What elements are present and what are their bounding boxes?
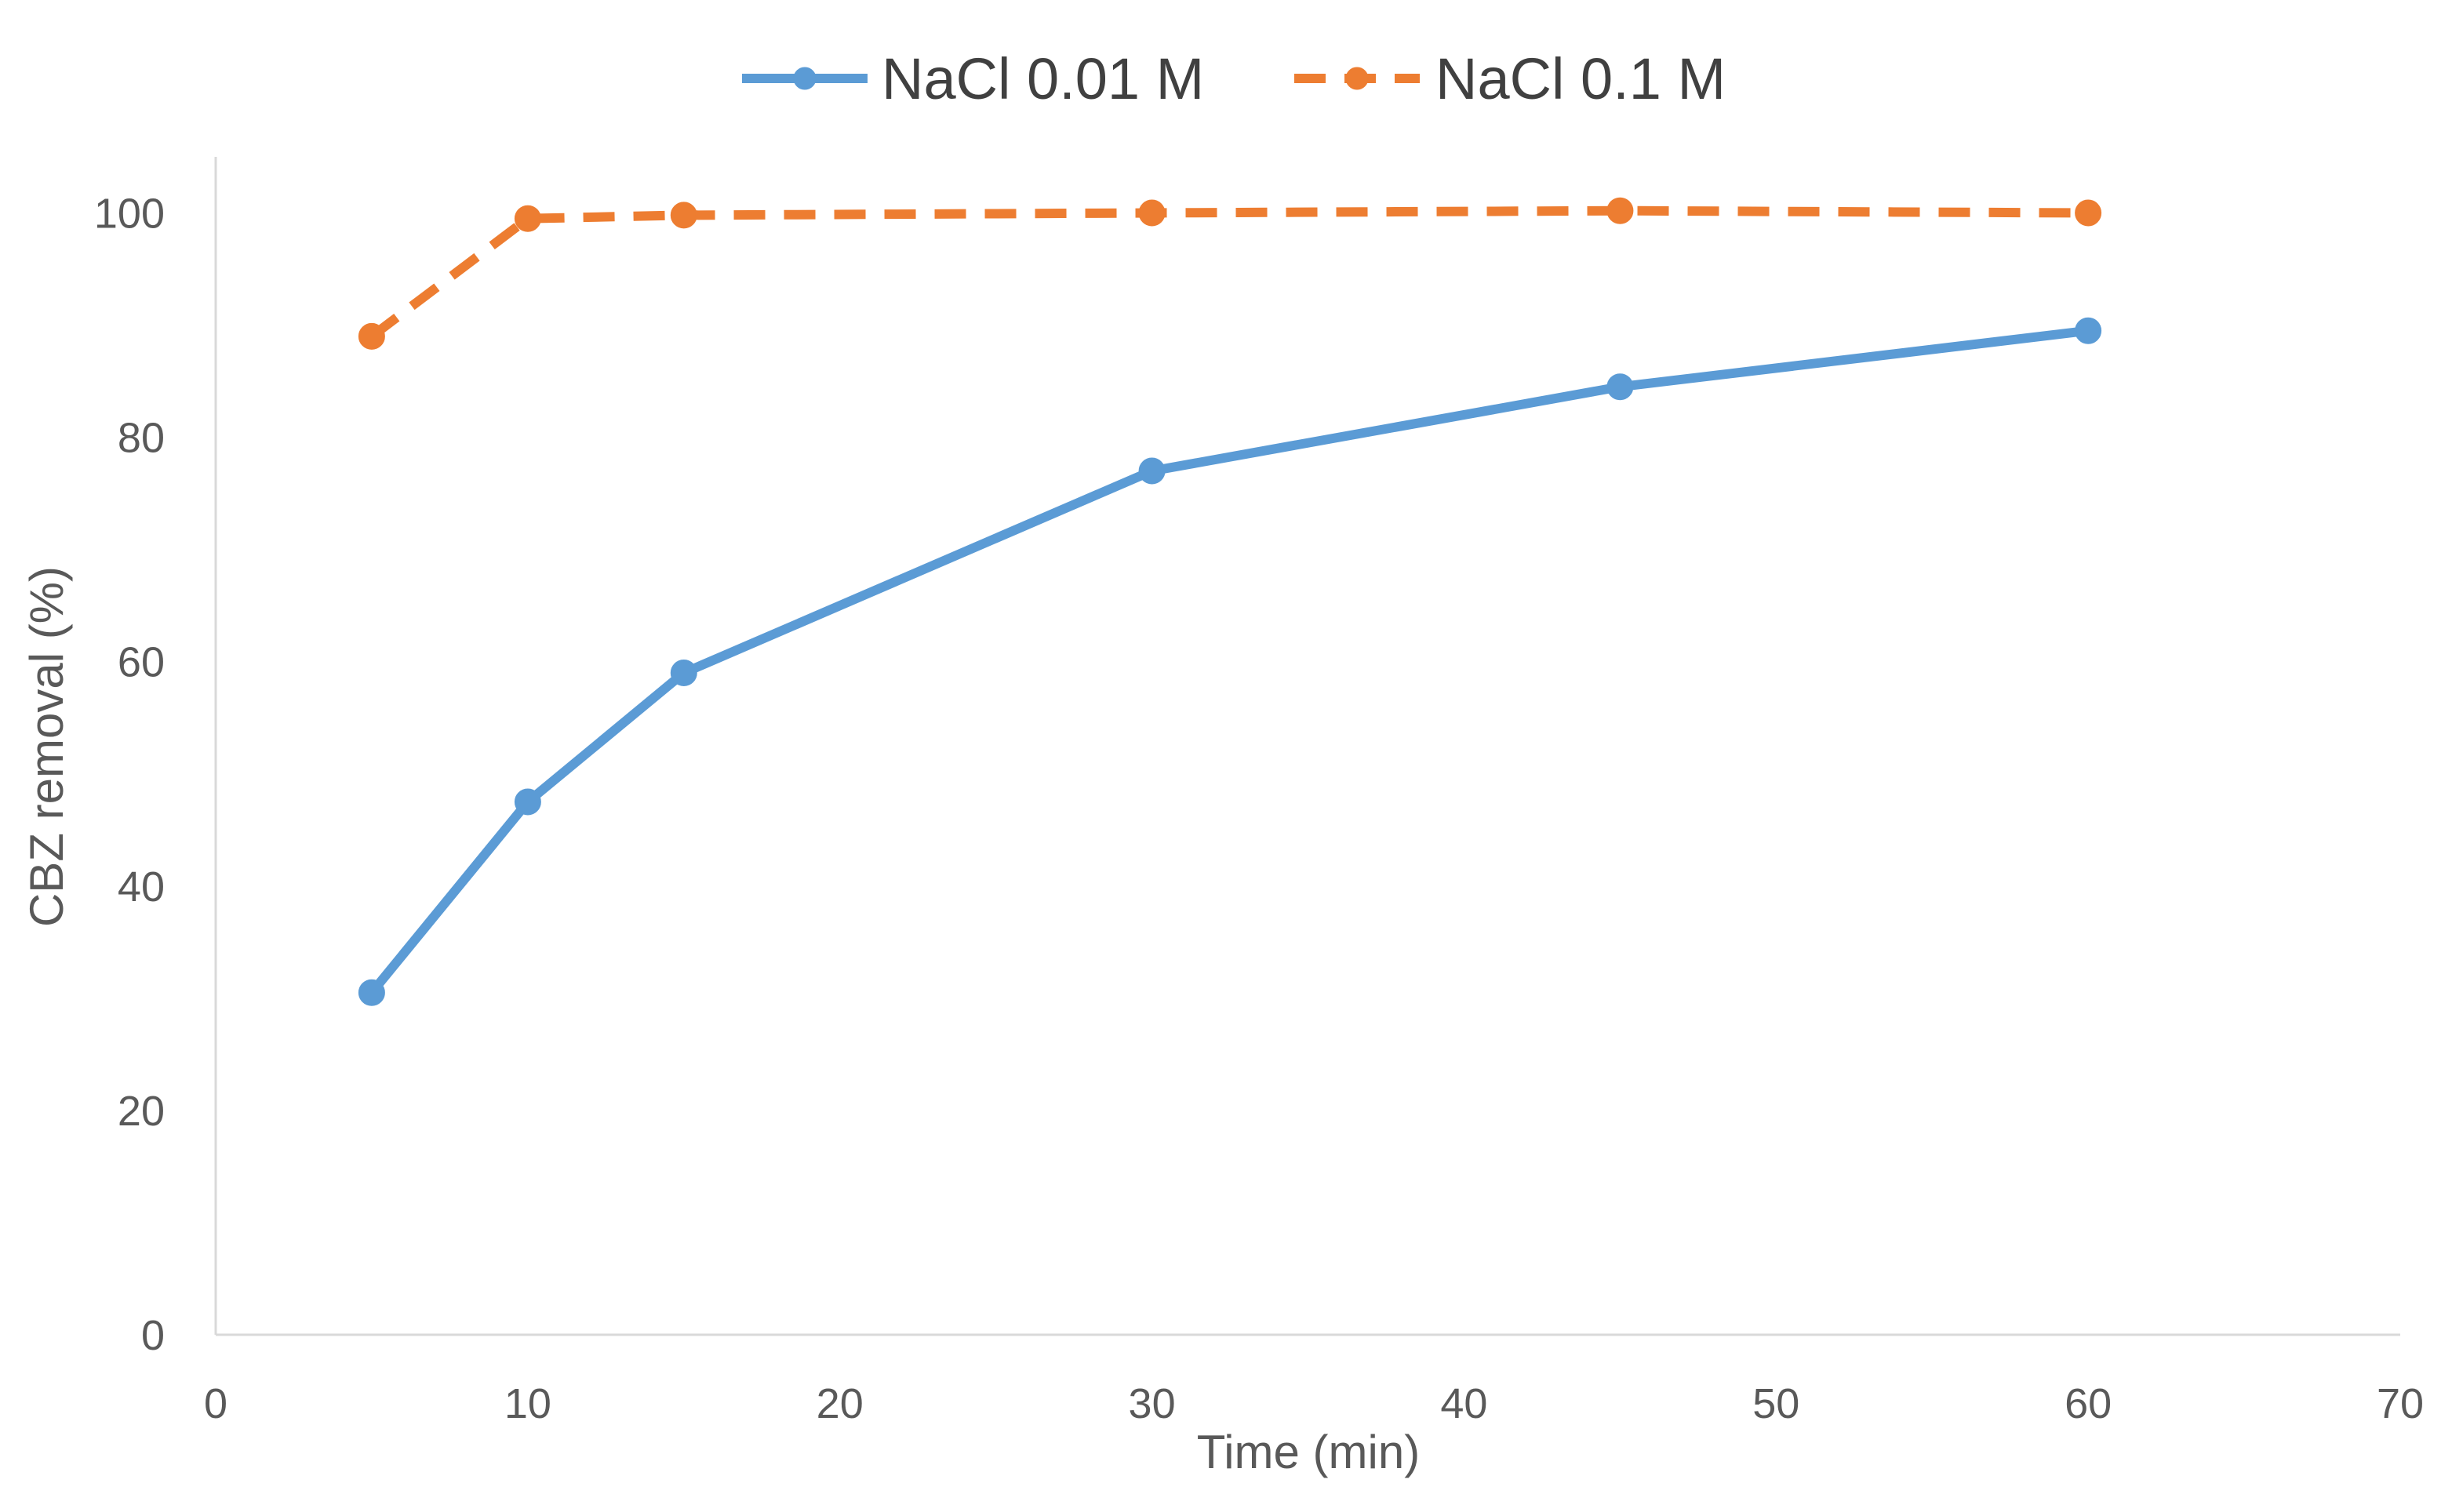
x-tick-label-1: 10 (504, 1380, 551, 1427)
series-0-point-4 (1606, 373, 1634, 401)
legend-entry-0: NaCl 0.01 M (742, 46, 1204, 111)
series-layer (358, 197, 2102, 1006)
y-tick-label-3: 60 (118, 639, 165, 686)
series-1-point-1 (514, 205, 541, 232)
series-0-point-2 (670, 660, 697, 686)
y-tick-label-1: 20 (118, 1088, 165, 1135)
x-tick-label-4: 40 (1440, 1380, 1487, 1427)
series-line-0 (368, 325, 2089, 996)
legend: NaCl 0.01 M NaCl 0.1 M (742, 46, 1726, 111)
x-tick-label-2: 20 (817, 1380, 864, 1427)
legend-label-0: NaCl 0.01 M (882, 46, 1204, 111)
series-1-point-3 (1138, 199, 1166, 227)
series-1-point-4 (1606, 197, 1634, 224)
series-1-point-2 (670, 202, 697, 229)
x-tick-label-5: 50 (1752, 1380, 1799, 1427)
y-tick-label-4: 80 (118, 415, 165, 462)
series-line-1 (369, 205, 2089, 340)
legend-marker-1 (1345, 67, 1369, 90)
y-ticks: 0 20 40 60 80 100 (94, 191, 165, 1359)
y-tick-label-5: 100 (94, 191, 165, 238)
x-axis-title: Time (min) (1197, 1426, 1420, 1478)
series-1-point-0 (358, 322, 385, 350)
x-tick-label-6: 60 (2065, 1380, 2112, 1427)
series-0-point-5 (2075, 317, 2102, 344)
x-tick-label-3: 30 (1129, 1380, 1176, 1427)
x-ticks: 0 10 20 30 40 50 60 70 (204, 1380, 2424, 1427)
series-1-point-5 (2075, 199, 2102, 227)
y-axis-title: CBZ removal (%) (20, 566, 73, 927)
legend-entry-1: NaCl 0.1 M (1294, 46, 1726, 111)
series-0-point-1 (514, 788, 541, 816)
x-tick-label-0: 0 (204, 1380, 227, 1427)
y-tick-label-0: 0 (141, 1312, 165, 1359)
legend-label-1: NaCl 0.1 M (1435, 46, 1726, 111)
series-0-point-0 (358, 979, 385, 1006)
axes (214, 157, 2400, 1336)
y-tick-label-2: 40 (118, 863, 165, 910)
legend-marker-0 (793, 67, 817, 90)
series-0-point-3 (1138, 457, 1166, 485)
x-tick-label-7: 70 (2377, 1380, 2424, 1427)
